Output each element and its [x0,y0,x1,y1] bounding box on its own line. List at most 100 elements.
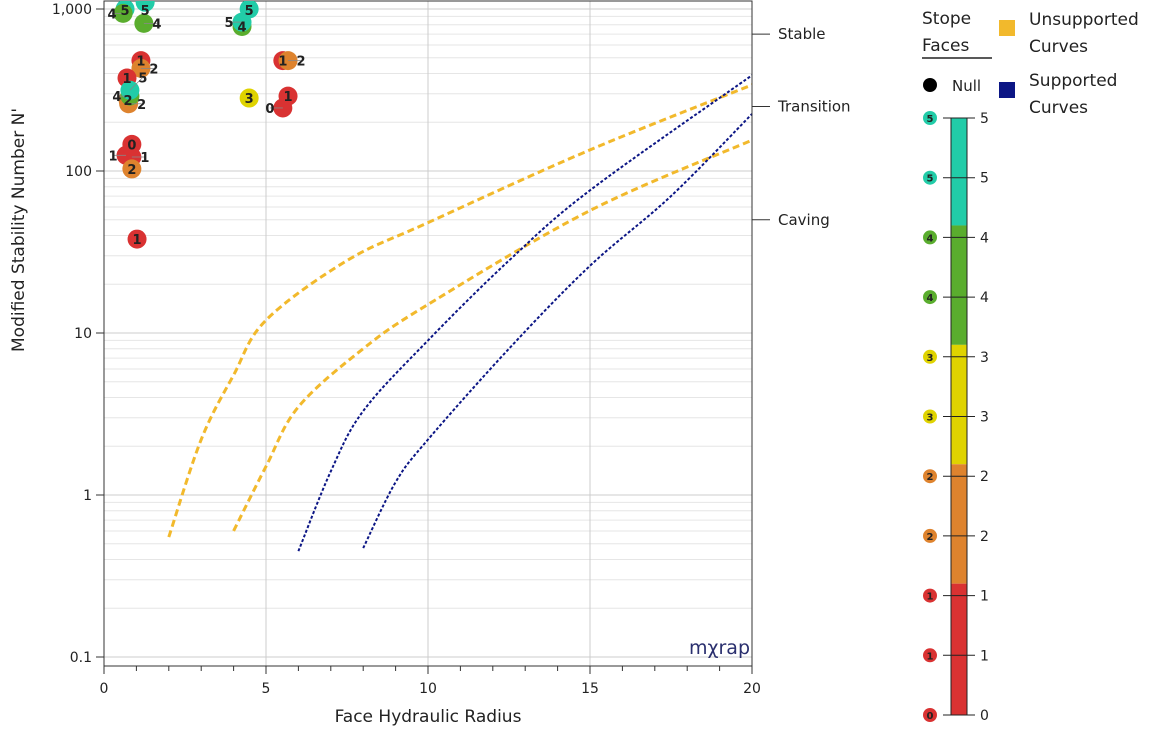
zone-label: Transition [777,98,851,116]
colorbar-tick-label: 2 [980,529,989,545]
y-tick-label: 1 [83,488,92,504]
colorbar-tick-label: 0 [980,708,989,724]
data-point-label: 5 [245,4,254,19]
colorbar-marker-label: 1 [927,592,934,603]
grid [104,1,752,666]
colorbar-marker-label: 0 [927,711,934,722]
x-tick-label: 15 [581,681,599,697]
data-point-label: 5 [225,16,234,31]
colorbar-tick-label: 5 [980,111,989,127]
unsupported-curve [167,83,753,538]
data-point-label: 2 [149,62,158,77]
data-point-label: 1 [133,233,142,248]
data-point-label: 5 [141,4,150,19]
data-point-label: 1 [109,149,118,164]
label-leader-line [129,76,144,91]
colorbar-band [951,464,967,584]
supported-label-1: Supported [1029,71,1117,91]
colorbar-marker [923,708,937,722]
point-markers [113,1,298,249]
colorbar-marker-label: 4 [927,293,934,304]
data-point-label: 5 [121,4,130,19]
data-point-label: 5 [138,71,147,86]
supported-swatch [999,82,1015,98]
colorbar-tick-label: 3 [980,410,989,426]
colorbar-marker-label: 2 [927,472,934,483]
colorbar-tick-label: 4 [980,290,989,306]
x-tick-label: 20 [743,681,761,697]
colorbar-band [951,118,967,226]
data-point-label: 1 [140,151,149,166]
colorbar-marker [923,469,937,484]
data-point-label: 4 [107,7,116,22]
data-point-label: 2 [137,98,146,113]
data-point-label: 0 [127,138,136,153]
legend-title-1: Stope [922,9,971,29]
colorbar-marker [923,290,937,305]
legend: Stope Faces Null Unsupported Curves Supp… [922,9,1139,118]
legend-title-2: Faces [922,36,969,56]
data-point-label: 2 [123,94,132,109]
unsupported-curve [232,138,753,532]
supported-label-2: Curves [1029,98,1088,118]
supported-curve [297,74,753,552]
colorbar-marker [923,648,937,663]
x-axis-label: Face Hydraulic Radius [335,707,522,727]
colorbar-marker [923,170,937,185]
colorbar-marker [923,349,937,364]
colorbar-marker-label: 5 [927,114,934,125]
data-point-marker [135,1,155,12]
colorbar: 5 5 5 5 4 4 4 4 3 3 3 3 2 2 2 2 1 1 1 1 0 0 [923,111,989,724]
colorbar-marker-label: 5 [927,174,934,185]
y-tick-label: 1,000 [52,2,92,18]
data-point-label: 4 [238,20,247,35]
y-tick-label: 10 [74,326,92,342]
colorbar-marker-label: 3 [927,413,934,424]
zone-label: Caving [778,211,830,229]
colorbar-marker [923,230,937,245]
zone-label: Stable [778,25,826,43]
colorbar-marker-label: 3 [927,353,934,364]
data-point-label: 1 [284,90,293,105]
data-point-label: 3 [245,92,254,107]
colorbar-band [951,344,967,465]
supported-curve [362,113,753,549]
data-point-marker [122,159,142,179]
data-point-label: 1 [278,55,287,70]
colorbar-marker [923,111,937,125]
colorbar-marker [923,588,937,603]
x-tick-label: 0 [100,681,109,697]
colorbar-tick-label: 1 [980,589,989,605]
unsupported-swatch [999,20,1015,36]
null-label: Null [952,77,981,95]
watermark: mχrap [689,637,750,659]
label-leaders [112,12,302,158]
colorbar-marker [923,528,937,543]
y-axis-label: Modified Stability Number N' [9,108,29,352]
data-point-label: 0 [265,102,274,117]
x-tick-label: 5 [262,681,271,697]
colorbar-tick-label: 5 [980,171,989,187]
x-tick-label: 10 [419,681,437,697]
curves [167,74,753,552]
data-point-label: 2 [127,163,136,178]
y-tick-label: 100 [65,164,92,180]
unsupported-label-1: Unsupported [1029,10,1139,30]
zone-labels: Stable Transition Caving [751,1,851,666]
colorbar-marker-label: 2 [927,532,934,543]
data-point-label: 4 [152,17,161,32]
data-point-label: 4 [112,90,121,105]
colorbar-marker-label: 4 [927,233,934,244]
colorbar-tick-label: 2 [980,469,989,485]
data-point-label: 1 [136,55,145,70]
data-point-marker [127,229,147,249]
y-tick-label: 0.1 [70,650,92,666]
data-point-label: 1 [122,72,131,87]
colorbar-marker [923,409,937,424]
colorbar-tick-label: 4 [980,230,989,246]
null-marker-icon [923,78,937,92]
